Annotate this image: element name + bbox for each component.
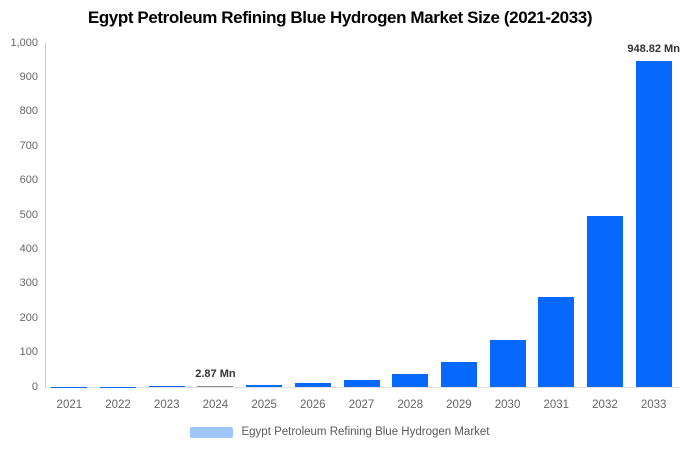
bar-2029[interactable]: [440, 362, 477, 387]
x-axis-label: 2024: [202, 399, 229, 411]
x-axis-label: 2027: [348, 399, 375, 411]
y-axis-tick-label: 100: [19, 346, 38, 359]
x-axis-label: 2031: [543, 399, 570, 411]
bar-2033[interactable]: [635, 60, 672, 387]
legend-item[interactable]: Egypt Petroleum Refining Blue Hydrogen M…: [190, 426, 490, 438]
bar-2028[interactable]: [392, 374, 429, 387]
x-axis-label: 2023: [153, 399, 180, 411]
y-axis-tick-label: 400: [19, 242, 38, 255]
x-axis-label: 2022: [105, 399, 131, 411]
bar-2026[interactable]: [294, 383, 331, 387]
x-axis-label: 2026: [300, 399, 326, 411]
y-axis-tick-label: 600: [19, 174, 38, 187]
y-axis-tick-label: 300: [19, 277, 38, 290]
bar-2031[interactable]: [538, 297, 575, 387]
data-label-2024: 2.87 Mn: [195, 368, 236, 381]
y-axis-tick-label: 700: [19, 139, 38, 152]
legend: Egypt Petroleum Refining Blue Hydrogen M…: [0, 426, 680, 438]
x-axis-label: 2029: [446, 399, 472, 411]
x-axis-label: 2028: [397, 399, 423, 411]
bar-2024[interactable]: [197, 386, 234, 387]
bar-2027[interactable]: [343, 380, 380, 387]
legend-swatch-icon: [190, 426, 234, 438]
x-axis-label: 2033: [640, 399, 667, 411]
chart-title: Egypt Petroleum Refining Blue Hydrogen M…: [87, 8, 593, 27]
data-label-2033: 948.82 Mn: [627, 42, 680, 55]
y-axis-tick-label: 900: [19, 70, 38, 83]
y-axis-tick-label: 0: [31, 380, 38, 393]
x-axis-label: 2021: [56, 399, 83, 411]
y-axis-tick-label: 200: [19, 311, 38, 324]
plot-area: [45, 43, 679, 388]
x-axis-label: 2025: [251, 399, 277, 411]
bar-2032[interactable]: [586, 215, 623, 387]
bar-2025[interactable]: [246, 385, 283, 387]
x-axis-label: 2030: [494, 399, 521, 411]
x-axis-label: 2032: [592, 399, 618, 411]
bar-2023[interactable]: [148, 386, 185, 387]
bar-2030[interactable]: [489, 339, 526, 387]
legend-label: Egypt Petroleum Refining Blue Hydrogen M…: [241, 426, 490, 438]
y-axis-tick-label: 800: [19, 105, 38, 118]
y-axis-tick-label: 1,000: [10, 36, 38, 49]
y-axis-tick-label: 500: [19, 208, 38, 221]
